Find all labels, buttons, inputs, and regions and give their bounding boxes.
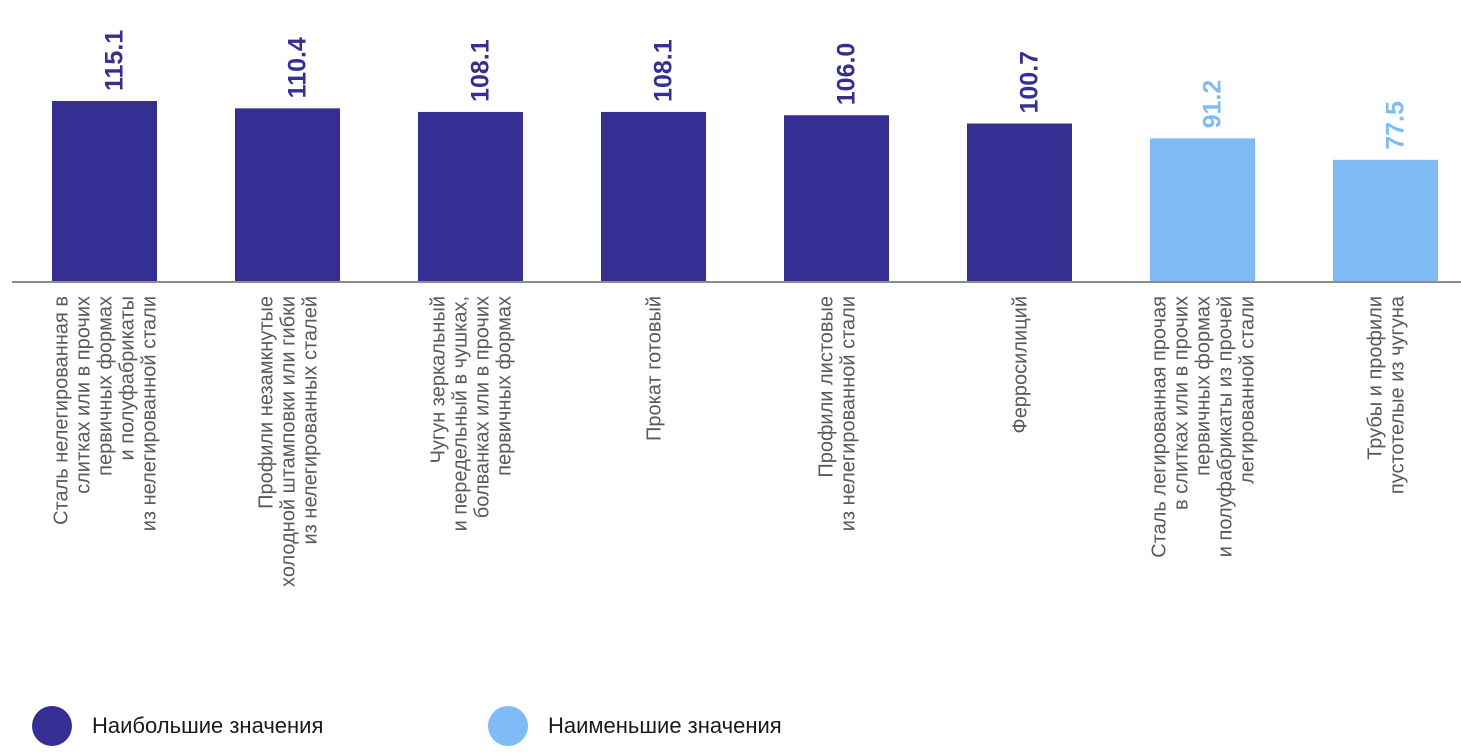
value-labels-group: 115.1 110.4 108.1 108.1 106.0 100.7 91.2 77.5 — [101, 30, 1410, 150]
category-label-line: холодной штамповки или гибки — [278, 296, 300, 587]
bar-1 — [52, 101, 157, 281]
category-label-4: Прокат готовый — [644, 296, 666, 441]
category-label-line: Сталь легированная прочая — [1149, 296, 1171, 558]
category-label-line: Ферросилиций — [1010, 296, 1032, 434]
bar-8 — [1333, 159, 1438, 281]
category-label-line: Профили незамкнутые — [256, 296, 278, 509]
value-label-7: 91.2 — [1199, 80, 1227, 129]
bar-7 — [1150, 138, 1255, 281]
category-label-line: первичных формах — [95, 296, 117, 476]
value-label-6: 100.7 — [1016, 51, 1044, 114]
category-label-line: и передельный в чушках, — [450, 296, 472, 531]
value-label-2: 110.4 — [284, 37, 312, 98]
category-label-line: Трубы и профили — [1365, 296, 1387, 460]
legend-high-swatch — [32, 706, 72, 746]
category-label-line: пустотелые из чугуна — [1387, 295, 1409, 494]
value-label-4: 108.1 — [650, 39, 678, 102]
category-labels-group: Сталь нелегированная вслитках или в проч… — [51, 295, 1409, 587]
category-label-line: слитках или в прочих — [73, 296, 95, 494]
category-label-line: из нелегированной стали — [139, 296, 161, 531]
category-label-line: и полуфабрикаты — [117, 296, 139, 460]
category-label-line: Прокат готовый — [644, 296, 666, 441]
category-label-line: болванках или в прочих — [472, 296, 494, 518]
value-label-3: 108.1 — [467, 39, 495, 102]
category-label-3: Чугун зеркальныйи передельный в чушках,б… — [428, 296, 516, 531]
bar-4 — [601, 111, 706, 281]
value-label-5: 106.0 — [833, 43, 861, 106]
bar-5 — [784, 115, 889, 281]
category-label-6: Ферросилиций — [1010, 296, 1032, 434]
category-label-line: в слитках или в прочих — [1171, 296, 1193, 510]
bar-3 — [418, 111, 523, 281]
bar-chart: 115.1 110.4 108.1 108.1 106.0 100.7 91.2 77.5 С… — [12, 30, 1461, 587]
legend-high-label: Наибольшие значения — [92, 713, 324, 738]
category-label-line: Профили листовые — [816, 296, 838, 478]
value-label-8: 77.5 — [1382, 101, 1410, 150]
category-label-5: Профили листовыеиз нелегированной стали — [816, 296, 860, 531]
category-label-line: Сталь нелегированная в — [51, 296, 73, 525]
bar-2 — [235, 108, 340, 281]
category-label-line: и полуфабрикаты из прочей — [1215, 296, 1237, 557]
category-label-line: легированной стали — [1237, 296, 1259, 484]
legend-item-high: Наибольшие значения — [32, 706, 323, 746]
category-label-line: первичных формах — [1193, 296, 1215, 476]
legend-item-low: Наименьшие значения — [488, 706, 782, 746]
category-label-2: Профили незамкнутыехолодной штамповки ил… — [256, 296, 322, 587]
category-label-line: из нелегированных сталей — [300, 296, 322, 544]
category-label-line: из нелегированной стали — [838, 296, 860, 531]
category-label-1: Сталь нелегированная вслитках или в проч… — [51, 296, 161, 531]
category-label-7: Сталь легированная прочаяв слитках или в… — [1149, 296, 1259, 558]
legend-low-swatch — [488, 706, 528, 746]
category-label-8: Трубы и профилипустотелые из чугуна — [1365, 295, 1409, 494]
bars-group — [52, 101, 1438, 281]
bar-6 — [967, 123, 1072, 281]
category-label-line: первичных формах — [494, 296, 516, 476]
legend-low-label: Наименьшие значения — [548, 713, 782, 738]
category-label-line: Чугун зеркальный — [428, 296, 450, 463]
value-label-1: 115.1 — [101, 30, 129, 91]
